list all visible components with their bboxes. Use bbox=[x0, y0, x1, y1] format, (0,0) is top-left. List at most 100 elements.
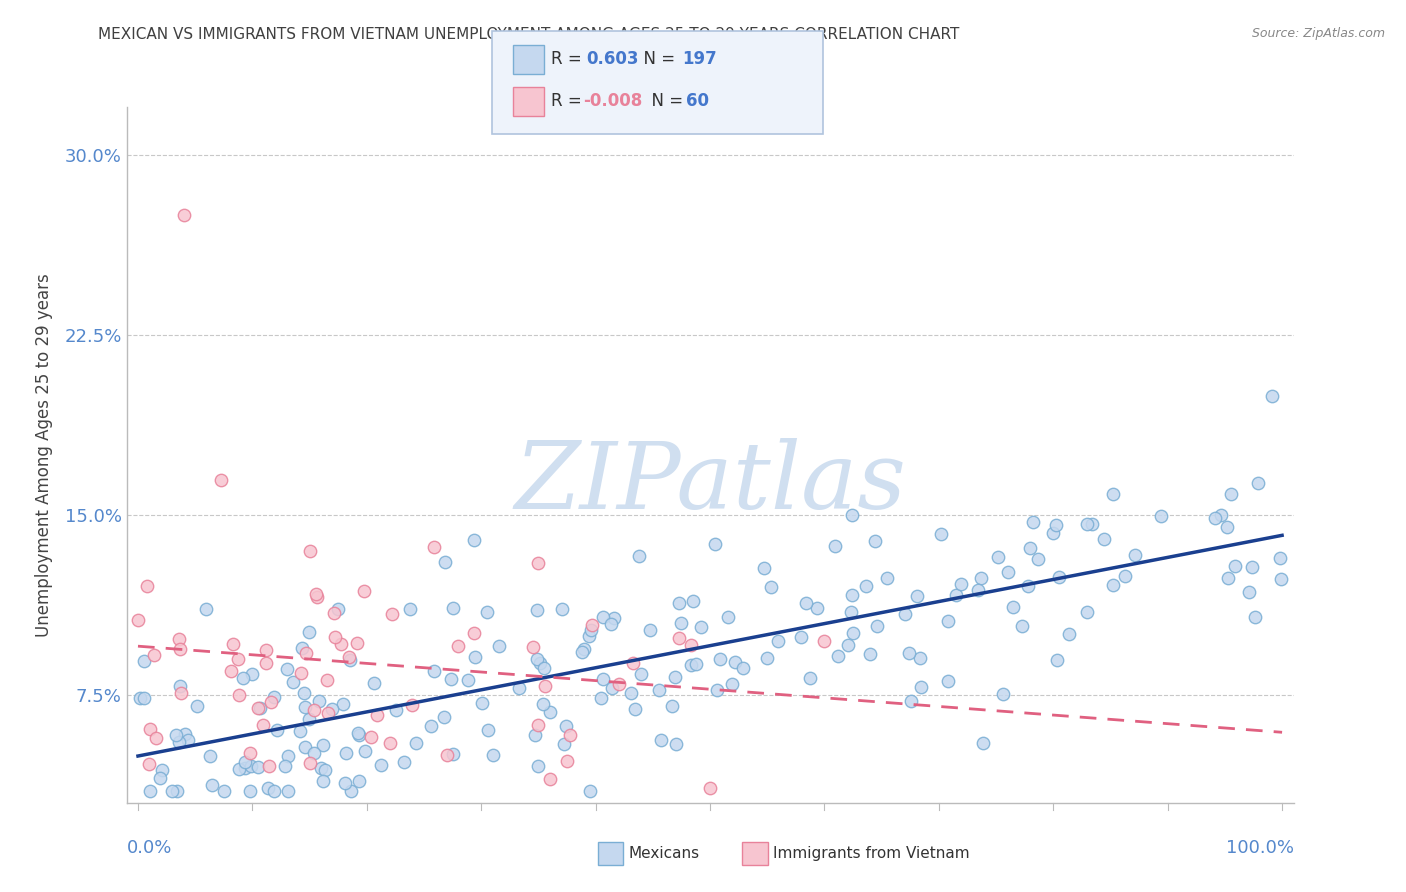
Point bbox=[721, 677, 744, 691]
Point bbox=[186, 699, 208, 714]
Point bbox=[908, 650, 931, 665]
Point bbox=[298, 712, 321, 726]
Point bbox=[837, 639, 859, 653]
Point bbox=[360, 730, 382, 744]
Point bbox=[304, 586, 326, 600]
Point bbox=[1076, 605, 1098, 619]
Point bbox=[949, 577, 972, 591]
Point bbox=[824, 539, 846, 553]
Point bbox=[247, 760, 270, 774]
Point bbox=[599, 616, 621, 631]
Point bbox=[219, 665, 242, 679]
Point bbox=[1244, 609, 1267, 624]
Point bbox=[724, 655, 747, 669]
Point bbox=[571, 645, 593, 659]
Point bbox=[316, 673, 339, 687]
Point bbox=[855, 579, 877, 593]
Point bbox=[471, 697, 494, 711]
Point bbox=[477, 723, 499, 737]
Point bbox=[866, 619, 889, 633]
Point bbox=[527, 759, 550, 773]
Point bbox=[274, 758, 297, 772]
Point bbox=[129, 690, 152, 705]
Point bbox=[339, 653, 361, 667]
Text: 0.603: 0.603 bbox=[586, 50, 638, 68]
Point bbox=[1216, 519, 1239, 533]
Point bbox=[717, 610, 740, 624]
Point bbox=[1046, 653, 1069, 667]
Point bbox=[592, 610, 614, 624]
Point bbox=[443, 600, 465, 615]
Point bbox=[209, 473, 232, 487]
Point bbox=[464, 650, 486, 665]
Point bbox=[201, 778, 224, 792]
Point bbox=[894, 607, 917, 621]
Point bbox=[1261, 389, 1284, 403]
Point bbox=[813, 633, 835, 648]
Point bbox=[876, 571, 898, 585]
Point bbox=[200, 748, 222, 763]
Point bbox=[522, 640, 544, 654]
Point bbox=[997, 565, 1019, 579]
Point bbox=[755, 651, 778, 665]
Point bbox=[149, 772, 172, 786]
Point bbox=[463, 626, 485, 640]
Point bbox=[333, 776, 356, 790]
Point bbox=[759, 580, 782, 594]
Point bbox=[312, 738, 335, 752]
Point bbox=[291, 640, 314, 655]
Point bbox=[1237, 585, 1260, 599]
Point bbox=[1001, 600, 1024, 615]
Point bbox=[363, 676, 385, 690]
Point bbox=[799, 672, 821, 686]
Point bbox=[689, 620, 711, 634]
Point bbox=[239, 746, 262, 760]
Point bbox=[228, 688, 250, 702]
Point bbox=[827, 648, 849, 663]
Point bbox=[134, 654, 156, 668]
Point bbox=[378, 736, 401, 750]
Point bbox=[321, 702, 343, 716]
Point bbox=[142, 648, 165, 662]
Point bbox=[195, 602, 218, 616]
Point bbox=[936, 615, 959, 629]
Point bbox=[232, 672, 254, 686]
Point bbox=[905, 589, 928, 603]
Point bbox=[841, 588, 863, 602]
Point bbox=[339, 784, 361, 798]
Point bbox=[900, 694, 922, 708]
Point bbox=[648, 683, 671, 698]
Point bbox=[1216, 571, 1239, 585]
Point bbox=[127, 613, 149, 627]
Point bbox=[704, 537, 727, 551]
Point bbox=[420, 718, 443, 732]
Point bbox=[664, 670, 686, 684]
Point bbox=[145, 731, 167, 745]
Point bbox=[276, 662, 298, 676]
Point bbox=[1094, 532, 1116, 546]
Point bbox=[381, 607, 404, 622]
Point bbox=[1102, 486, 1125, 500]
Point bbox=[669, 615, 692, 630]
Point bbox=[1018, 541, 1040, 555]
Point bbox=[239, 784, 262, 798]
Point bbox=[574, 642, 596, 657]
Point bbox=[308, 694, 330, 708]
Point bbox=[257, 781, 280, 796]
Text: N =: N = bbox=[633, 50, 681, 68]
Point bbox=[1123, 548, 1146, 562]
Point bbox=[405, 736, 427, 750]
Point bbox=[139, 784, 162, 798]
Point bbox=[929, 527, 952, 541]
Point bbox=[302, 703, 325, 717]
Point bbox=[858, 647, 880, 661]
Point bbox=[277, 748, 299, 763]
Point bbox=[326, 602, 349, 616]
Point bbox=[607, 677, 630, 691]
Point bbox=[177, 733, 200, 747]
Point bbox=[277, 784, 299, 798]
Point bbox=[1114, 569, 1136, 583]
Point bbox=[167, 735, 190, 749]
Point bbox=[162, 784, 184, 798]
Point bbox=[620, 686, 643, 700]
